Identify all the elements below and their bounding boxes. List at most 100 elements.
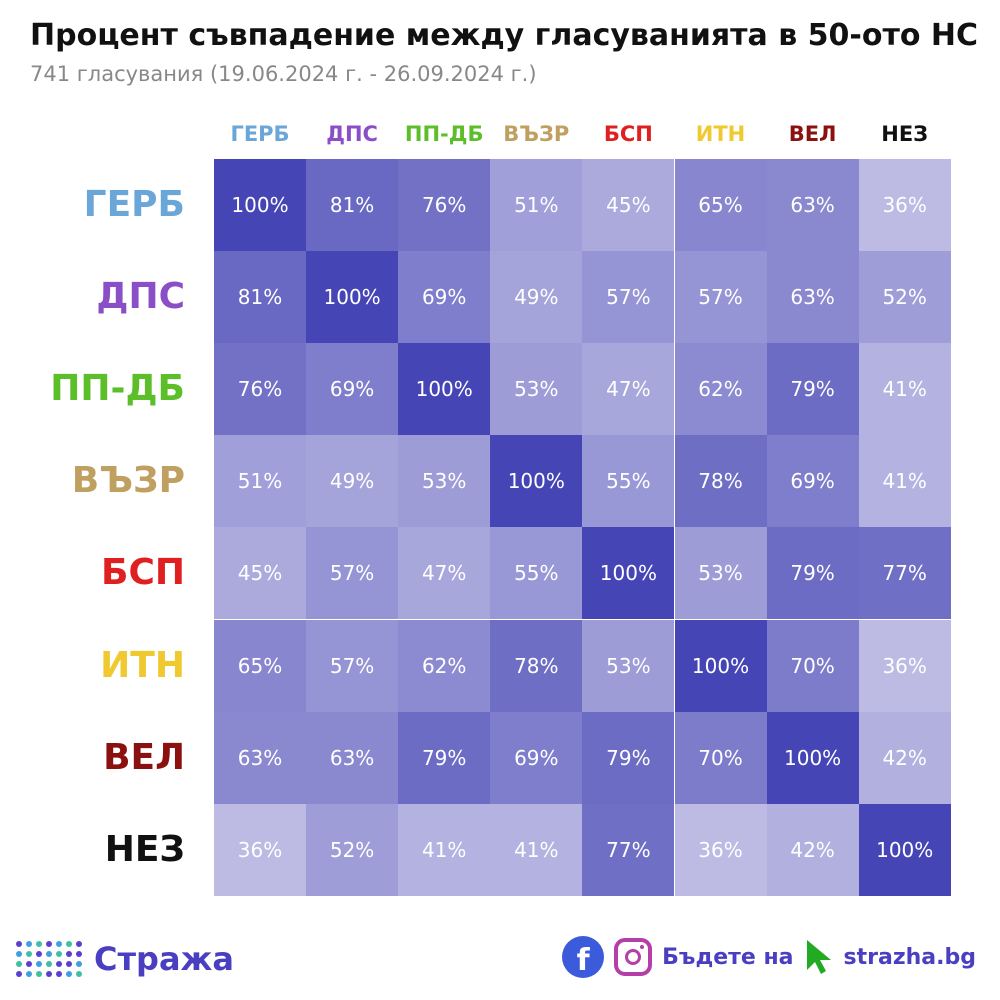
heatmap-cell: 45%: [214, 527, 306, 620]
heatmap-cell: 81%: [306, 159, 399, 251]
heatmap-cell: 76%: [214, 343, 306, 436]
heatmap-cell: 78%: [490, 619, 583, 712]
logo-dot: [16, 971, 22, 977]
heatmap-cell: 100%: [306, 251, 399, 344]
logo-dot: [36, 951, 42, 957]
heatmap-cell: 79%: [766, 527, 859, 620]
heatmap-cell: 41%: [490, 803, 583, 896]
heatmap-cell: 78%: [674, 435, 767, 528]
logo-dot: [56, 971, 62, 977]
strazha-logo: Стража: [16, 940, 234, 978]
chart-subtitle: 741 гласувания (19.06.2024 г. - 26.09.20…: [30, 62, 537, 86]
logo-dot: [16, 951, 22, 957]
row-label-дпс: ДПС: [96, 276, 185, 318]
column-label-бсп: БСП: [603, 122, 653, 146]
heatmap-cell: 57%: [674, 251, 767, 344]
heatmap-cell: 41%: [858, 343, 951, 436]
heatmap-cell: 63%: [766, 159, 859, 251]
column-label-итн: ИТН: [695, 122, 746, 146]
heatmap-cell: 100%: [674, 619, 767, 712]
heatmap-cell: 69%: [398, 251, 491, 344]
logo-dot: [46, 951, 52, 957]
heatmap-cell: 42%: [766, 803, 859, 896]
row-label-бсп: БСП: [101, 552, 185, 594]
logo-dot: [76, 951, 82, 957]
logo-dot: [26, 961, 32, 967]
heatmap-cell: 45%: [582, 159, 675, 251]
brand-name: Стража: [94, 940, 234, 978]
row-label-вел: ВЕЛ: [103, 736, 185, 778]
instagram-icon[interactable]: [614, 938, 653, 976]
heatmap-cell: 51%: [214, 435, 306, 528]
heatmap-cell: 55%: [490, 527, 583, 620]
logo-dot: [56, 951, 62, 957]
row-label-итн: ИТН: [100, 644, 185, 686]
column-label-вел: ВЕЛ: [788, 122, 837, 146]
chart-title: Процент съвпадение между гласуванията в …: [30, 18, 979, 53]
heatmap-cell: 77%: [582, 803, 675, 896]
logo-dot: [66, 951, 72, 957]
heatmap-cell: 63%: [766, 251, 859, 344]
row-label-пп-дб: ПП-ДБ: [50, 368, 185, 410]
heatmap-cell: 100%: [858, 803, 951, 896]
heatmap-cell: 63%: [214, 711, 306, 804]
heatmap-cell: 57%: [306, 619, 399, 712]
column-label-пп-дб: ПП-ДБ: [404, 122, 484, 146]
column-label-герб: ГЕРБ: [230, 122, 290, 146]
logo-dot: [46, 971, 52, 977]
heatmap-cell: 52%: [306, 803, 399, 896]
heatmap-cell: 36%: [674, 803, 767, 896]
logo-dot: [76, 941, 82, 947]
logo-dot: [76, 971, 82, 977]
heatmap-cell: 41%: [398, 803, 491, 896]
logo-dot: [66, 941, 72, 947]
heatmap-cell: 41%: [858, 435, 951, 528]
heatmap-cell: 53%: [674, 527, 767, 620]
heatmap-cell: 52%: [858, 251, 951, 344]
heatmap-cell: 53%: [582, 619, 675, 712]
logo-dot: [36, 961, 42, 967]
column-label-възр: ВЪЗР: [503, 122, 570, 146]
heatmap-cell: 100%: [214, 159, 306, 251]
heatmap-cell: 47%: [398, 527, 491, 620]
heatmap-cell: 81%: [214, 251, 306, 344]
heatmap-cell: 69%: [306, 343, 399, 436]
footer-social: f Бъдете на strazha.bg: [562, 936, 976, 978]
logo-dot: [26, 951, 32, 957]
heatmap-cell: 49%: [490, 251, 583, 344]
heatmap-cell: 63%: [306, 711, 399, 804]
heatmap-cell: 36%: [214, 803, 306, 896]
heatmap-cell: 65%: [214, 619, 306, 712]
facebook-icon[interactable]: f: [562, 936, 605, 978]
row-label-възр: ВЪЗР: [71, 460, 185, 502]
heatmap-cell: 100%: [582, 527, 675, 620]
heatmap-cell: 49%: [306, 435, 399, 528]
heatmap-cell: 100%: [398, 343, 491, 436]
column-label-дпс: ДПС: [326, 122, 378, 146]
logo-dot: [16, 941, 22, 947]
logo-dot: [46, 961, 52, 967]
heatmap-cell: 77%: [858, 527, 951, 620]
logo-dot: [26, 971, 32, 977]
heatmap-cell: 42%: [858, 711, 951, 804]
logo-dot: [56, 941, 62, 947]
logo-dots-icon: [16, 941, 82, 977]
heatmap-cell: 53%: [398, 435, 491, 528]
heatmap-cell: 100%: [766, 711, 859, 804]
heatmap-cell: 70%: [766, 619, 859, 712]
heatmap-cell: 47%: [582, 343, 675, 436]
logo-dot: [66, 961, 72, 967]
logo-dot: [46, 941, 52, 947]
footer-site-link[interactable]: strazha.bg: [843, 944, 976, 970]
logo-dot: [76, 961, 82, 967]
heatmap-cell: 69%: [766, 435, 859, 528]
heatmap-cell: 70%: [674, 711, 767, 804]
heatmap-cell: 69%: [490, 711, 583, 804]
heatmap-cell: 36%: [858, 619, 951, 712]
cursor-arrow-icon: [806, 940, 831, 974]
heatmap-cell: 57%: [306, 527, 399, 620]
heatmap-cell: 79%: [398, 711, 491, 804]
heatmap-cell: 57%: [582, 251, 675, 344]
heatmap-cell: 62%: [674, 343, 767, 436]
heatmap-cell: 100%: [490, 435, 583, 528]
